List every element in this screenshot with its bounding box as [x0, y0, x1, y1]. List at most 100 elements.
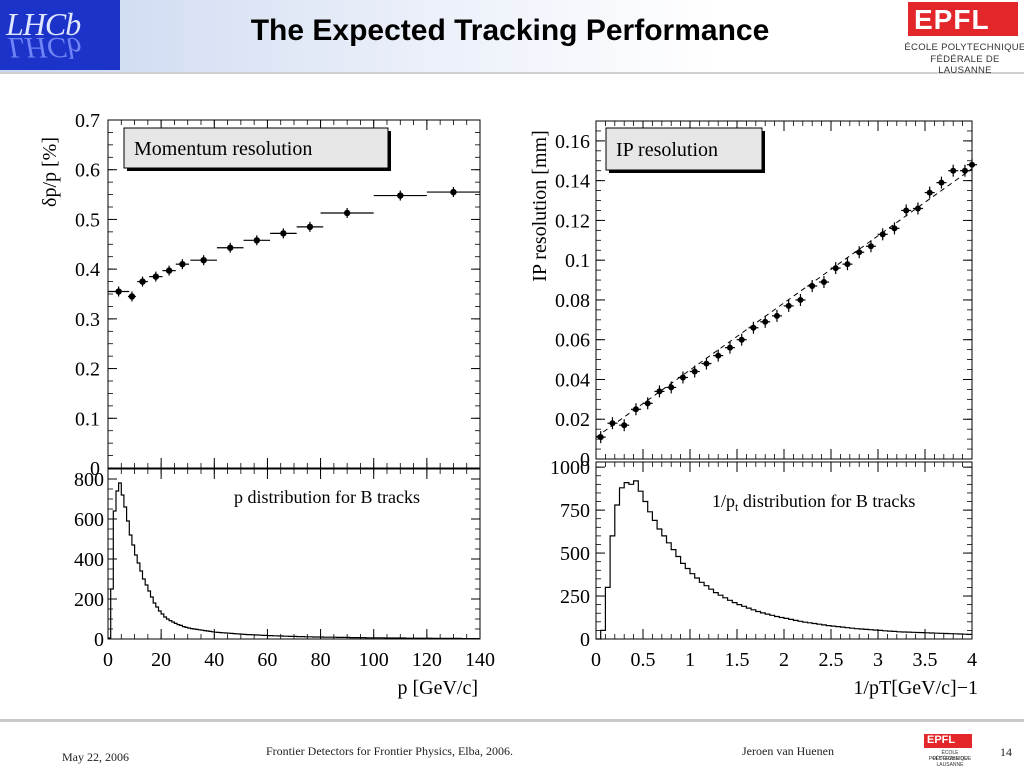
- inv-pt-x-tick-label: 4: [967, 649, 977, 671]
- inv-pt-x-tick-label: 3.5: [913, 649, 938, 671]
- momentum-resolution-chart: 0 0.1 0.2 0.3 0.4 0.5 0.6 0.7 δp/p [%] Momentum r…: [39, 110, 481, 480]
- ip-point: [969, 161, 975, 168]
- p-dist-x-tick-label: 80: [311, 649, 331, 671]
- ip-ylabel: IP resolution [mm]: [529, 130, 551, 281]
- inv-pt-x-tick-label: 2.5: [819, 649, 844, 671]
- momentum-point: [306, 223, 314, 231]
- ip-point: [597, 434, 604, 441]
- momentum-y-tick-label: 0.2: [75, 359, 100, 381]
- ip-y-tick-label: 0.08: [555, 290, 590, 312]
- ip-label-box: [605, 127, 763, 171]
- epfl-mark: EPFL: [908, 2, 1018, 36]
- ip-y-tick-label: 0.12: [555, 210, 590, 232]
- ip-point: [844, 261, 851, 268]
- epfl-small-mark-text: EPFL: [927, 734, 956, 746]
- ip-point: [950, 167, 957, 174]
- epfl-small-line-1: ÉCOLE POLYTECHNIQUE: [928, 750, 972, 762]
- ip-point: [797, 296, 804, 303]
- ip-y-tick-label: 0.16: [555, 131, 590, 153]
- momentum-point: [343, 209, 351, 217]
- ip-point: [738, 336, 745, 343]
- ip-point: [773, 312, 780, 319]
- p-dist-x-tick-label: 40: [204, 649, 224, 671]
- inv-pt-x-tick-label: 3: [873, 649, 883, 671]
- ip-y-tick-label: 0.02: [555, 409, 590, 431]
- momentum-point: [450, 188, 457, 196]
- inv-pt-y-tick-label: 0: [580, 629, 590, 651]
- momentum-y-tick-label: 0.6: [75, 160, 100, 182]
- ip-point: [644, 400, 651, 407]
- inv-pt-label-main: 1/p: [712, 491, 735, 511]
- ip-point: [656, 388, 663, 395]
- p-dist-xlabel: p [GeV/c]: [397, 677, 478, 699]
- epfl-logo-small: EPFL ÉCOLE POLYTECHNIQUE FÉDÉRALE DE LAU…: [924, 734, 974, 768]
- momentum-point: [128, 293, 136, 300]
- ip-point: [938, 179, 945, 186]
- inv-pt-y-tick-label: 250: [560, 586, 590, 608]
- momentum-label-text: Momentum resolution: [134, 138, 312, 160]
- ip-point: [903, 207, 910, 214]
- ip-y-tick-label: 0.04: [555, 369, 590, 391]
- ip-point: [914, 205, 921, 212]
- ip-point: [679, 374, 686, 381]
- ip-point: [961, 167, 968, 174]
- momentum-y-tick-label: 0: [90, 458, 100, 480]
- p-dist-x-tick-label: 140: [465, 649, 495, 671]
- ip-point: [820, 279, 827, 286]
- ip-y-tick-label: 0.14: [555, 171, 590, 193]
- ip-point: [609, 420, 616, 427]
- momentum-label-box: [123, 127, 389, 169]
- inv-pt-label-sub: t: [735, 500, 739, 514]
- ip-point: [832, 265, 839, 272]
- p-dist-y-tick-label: 800: [74, 469, 104, 491]
- inv-pt-label: 1/pt distribution for B tracks: [712, 491, 915, 514]
- p-dist-x-tick-label: 100: [359, 649, 389, 671]
- ip-point: [926, 189, 933, 196]
- p-dist-label: p distribution for B tracks: [234, 487, 420, 507]
- inv-pt-frame: [595, 461, 973, 640]
- header-divider: [0, 72, 1024, 74]
- inv-pt-xlabel: 1/pT[GeV/c]−1: [853, 677, 978, 699]
- p-distribution-chart: 0 200 400 600 800 0 20 40 60 80 100 120 140 p distrib…: [74, 468, 495, 699]
- inv-pt-x-tick-label: 0: [591, 649, 601, 671]
- lhcb-logo-text: LHCb: [6, 6, 81, 42]
- ip-point: [632, 406, 639, 413]
- epfl-logo: EPFL ÉCOLE POLYTECHNIQUE FÉDÉRALE DE LAU…: [904, 2, 1024, 76]
- momentum-point: [165, 267, 173, 274]
- lhcb-logo: LHCb LHCb: [0, 0, 120, 70]
- ip-point: [750, 324, 757, 331]
- momentum-y-tick-label: 0.7: [75, 110, 100, 132]
- p-dist-y-tick-label: 0: [94, 629, 104, 651]
- momentum-point: [179, 260, 186, 268]
- momentum-frame: [107, 119, 481, 469]
- epfl-small-mark: EPFL: [924, 734, 972, 748]
- p-dist-y-tick-label: 600: [74, 509, 104, 531]
- inv-pt-x-tick-label: 0.5: [631, 649, 656, 671]
- p-dist-x-tick-label: 20: [151, 649, 171, 671]
- momentum-point: [253, 237, 260, 244]
- footer-author: Jeroen van Huenen: [742, 744, 834, 758]
- page-title: The Expected Tracking Performance: [250, 14, 770, 47]
- momentum-y-tick-label: 0.3: [75, 309, 100, 331]
- inv-pt-y-tick-label: 1000: [550, 457, 590, 479]
- p-dist-y-tick-label: 200: [74, 589, 104, 611]
- ip-point: [621, 422, 628, 429]
- epfl-line-1: ÉCOLE POLYTECHNIQUE: [904, 42, 1024, 53]
- inv-pt-x-tick-label: 1: [685, 649, 695, 671]
- epfl-mark-text: EPFL: [914, 4, 990, 35]
- momentum-point: [280, 230, 287, 237]
- momentum-point: [115, 288, 122, 295]
- ip-label-text: IP resolution: [616, 139, 718, 161]
- momentum-point: [139, 278, 146, 285]
- p-dist-x-tick-label: 60: [257, 649, 277, 671]
- momentum-point: [200, 256, 207, 264]
- footer-date: May 22, 2006: [62, 750, 129, 764]
- momentum-ylabel: δp/p [%]: [39, 137, 61, 207]
- momentum-y-tick-label: 0.1: [75, 408, 100, 430]
- ip-y-tick-label: 0.1: [565, 250, 590, 272]
- p-dist-x-tick-label: 120: [412, 649, 442, 671]
- inv-pt-y-tick-label: 750: [560, 500, 590, 522]
- ip-point: [762, 318, 769, 325]
- p-dist-y-tick-label: 400: [74, 549, 104, 571]
